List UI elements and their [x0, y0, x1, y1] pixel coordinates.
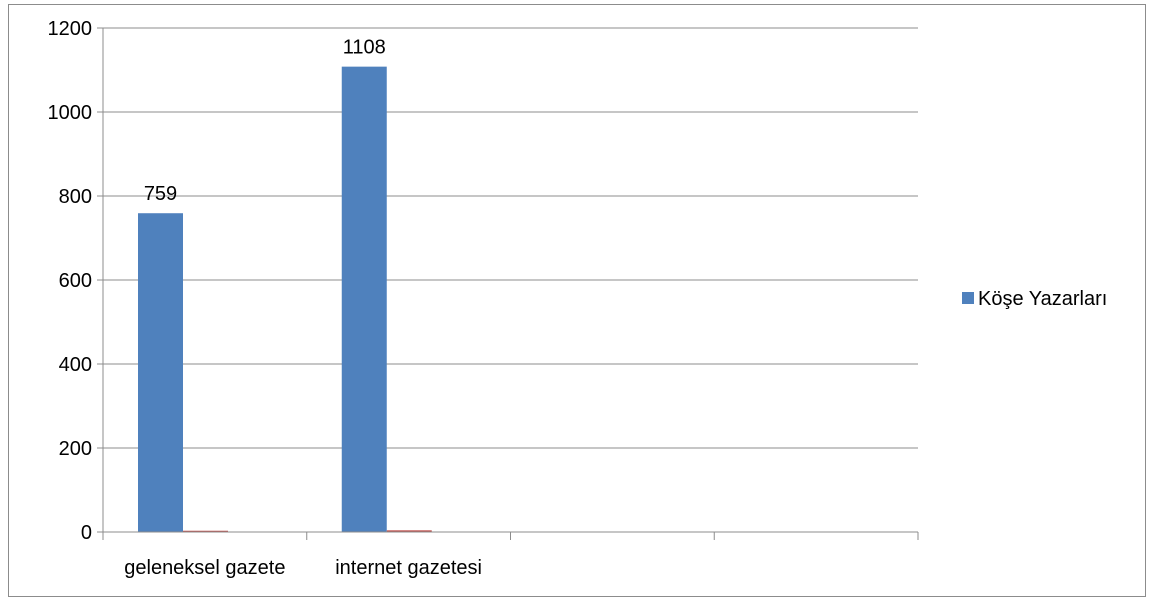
- category-label: geleneksel gazete: [124, 557, 285, 579]
- legend: Köşe Yazarları: [962, 288, 1107, 310]
- bar-primary: [138, 213, 183, 532]
- bars: [138, 66, 432, 532]
- y-tick-label: 1200: [48, 18, 93, 40]
- bar-secondary: [386, 530, 432, 532]
- y-tick-label: 200: [59, 438, 92, 460]
- chart-frame: [8, 4, 1146, 597]
- y-tick-label: 400: [59, 354, 92, 376]
- category-labels: geleneksel gazete internet gazetesi: [124, 557, 482, 579]
- y-tick-label: 800: [59, 186, 92, 208]
- y-tick-label: 0: [81, 522, 92, 544]
- legend-label: Köşe Yazarları: [978, 288, 1107, 310]
- data-label: 1108: [343, 37, 386, 59]
- gridlines: [103, 27, 918, 533]
- y-tick-labels: 0 200 400 600 800 1000 1200: [48, 18, 93, 544]
- axes: [97, 27, 919, 540]
- legend-swatch: [962, 292, 974, 304]
- bar-primary: [341, 66, 387, 532]
- data-labels: 759 1108: [144, 37, 386, 206]
- y-tick-label: 1000: [48, 102, 93, 124]
- bar-secondary: [183, 530, 228, 532]
- y-tick-label: 600: [59, 270, 92, 292]
- data-label: 759: [144, 183, 177, 205]
- category-label: internet gazetesi: [335, 557, 482, 579]
